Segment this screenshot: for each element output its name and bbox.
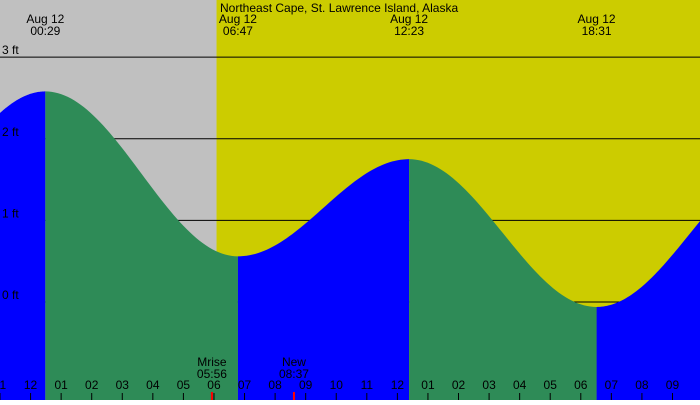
x-tick-label: 08 xyxy=(268,378,282,392)
tide-area xyxy=(596,221,700,400)
y-tick-label: 2 ft xyxy=(2,125,19,139)
x-tick-label: 11 xyxy=(0,378,7,392)
x-tick-label: 07 xyxy=(605,378,619,392)
extreme-time: 12:23 xyxy=(394,24,424,38)
chart-title: Northeast Cape, St. Lawrence Island, Ala… xyxy=(220,1,458,15)
y-tick-label: 3 ft xyxy=(2,43,19,57)
x-tick-label: 11 xyxy=(361,378,374,392)
extreme-date: Aug 12 xyxy=(26,12,64,26)
event-label: Mrise xyxy=(197,355,227,369)
x-tick-label: 02 xyxy=(85,378,99,392)
tide-area xyxy=(0,91,46,400)
x-tick-label: 05 xyxy=(544,378,558,392)
x-tick-label: 12 xyxy=(391,378,405,392)
x-tick-label: 09 xyxy=(299,378,313,392)
extreme-time: 00:29 xyxy=(30,24,60,38)
x-tick-label: 03 xyxy=(116,378,130,392)
event-label: New xyxy=(282,355,306,369)
x-tick-label: 08 xyxy=(635,378,649,392)
extreme-date: Aug 12 xyxy=(390,12,428,26)
x-tick-label: 06 xyxy=(574,378,588,392)
x-tick-label: 02 xyxy=(452,378,466,392)
y-tick-label: 1 ft xyxy=(2,206,19,220)
extreme-date: Aug 12 xyxy=(219,12,257,26)
x-tick-label: 04 xyxy=(513,378,527,392)
tide-area xyxy=(237,159,410,400)
x-tick-label: 07 xyxy=(238,378,252,392)
x-tick-label: 03 xyxy=(482,378,496,392)
x-tick-label: 09 xyxy=(666,378,680,392)
x-tick-label: 05 xyxy=(177,378,191,392)
x-tick-label: 06 xyxy=(207,378,221,392)
extreme-time: 06:47 xyxy=(223,24,253,38)
y-tick-label: 0 ft xyxy=(2,288,19,302)
x-tick-label: 10 xyxy=(330,378,344,392)
x-tick-label: 01 xyxy=(421,378,435,392)
extreme-time: 18:31 xyxy=(582,24,612,38)
extreme-date: Aug 12 xyxy=(578,12,616,26)
x-tick-label: 04 xyxy=(146,378,160,392)
event-time: 08:37 xyxy=(279,367,309,381)
event-time: 05:56 xyxy=(197,367,227,381)
x-tick-label: 01 xyxy=(54,378,68,392)
tide-area xyxy=(409,159,597,400)
x-tick-label: 12 xyxy=(24,378,38,392)
tide-area xyxy=(45,91,238,400)
